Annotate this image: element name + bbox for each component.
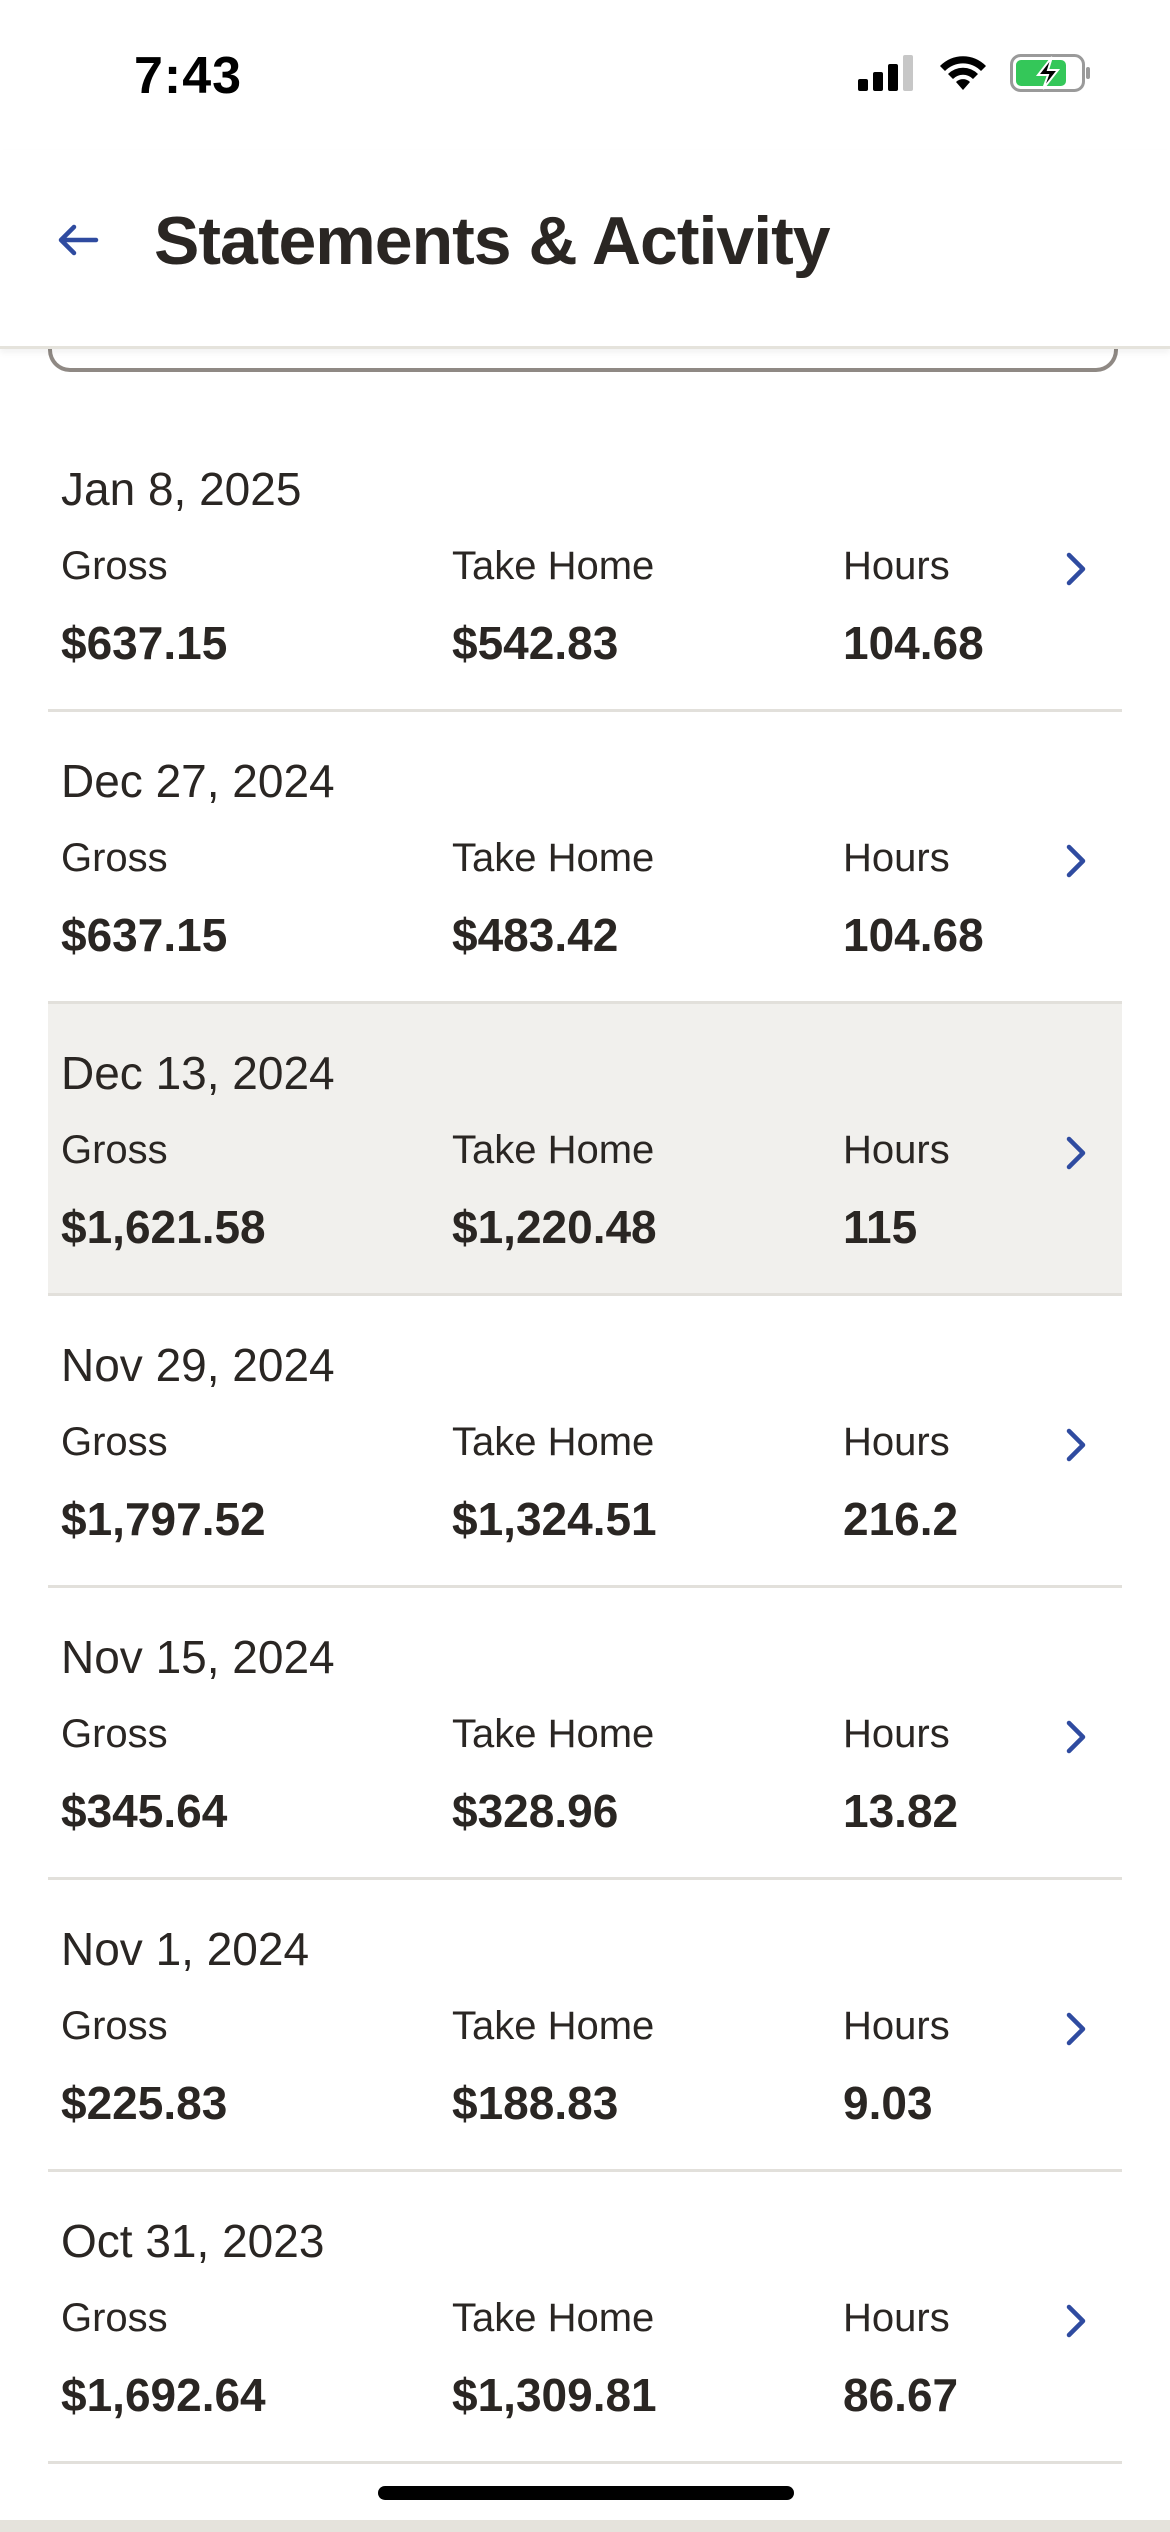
statement-date: Nov 15, 2024 <box>61 1631 335 1683</box>
chevron-right-icon[interactable] <box>1056 544 1096 594</box>
statement-row[interactable]: Nov 15, 2024 Gross Take Home Hours $345.… <box>48 1588 1122 1880</box>
hours-label: Hours <box>843 1420 950 1464</box>
home-indicator[interactable] <box>378 2486 794 2500</box>
take-home-value: $188.83 <box>452 2077 619 2129</box>
chevron-right-icon[interactable] <box>1056 1128 1096 1178</box>
gross-value: $637.15 <box>61 617 228 669</box>
take-home-label: Take Home <box>452 2296 655 2340</box>
gross-label: Gross <box>61 2004 168 2048</box>
hours-value: 104.68 <box>843 909 984 961</box>
status-bar: 7:43 <box>0 0 1170 150</box>
battery-charging-icon <box>1010 54 1090 92</box>
take-home-value: $483.42 <box>452 909 619 961</box>
gross-value: $637.15 <box>61 909 228 961</box>
hours-value: 13.82 <box>843 1785 959 1837</box>
statement-date: Nov 29, 2024 <box>61 1339 335 1391</box>
statement-date: Dec 13, 2024 <box>61 1047 335 1099</box>
hours-value: 86.67 <box>843 2369 959 2421</box>
gross-label: Gross <box>61 1128 168 1172</box>
take-home-value: $1,324.51 <box>452 1493 657 1545</box>
statement-row[interactable]: Nov 29, 2024 Gross Take Home Hours $1,79… <box>48 1296 1122 1588</box>
take-home-value: $328.96 <box>452 1785 619 1837</box>
gross-value: $1,621.58 <box>61 1201 266 1253</box>
hours-label: Hours <box>843 836 950 880</box>
statement-date: Jan 8, 2025 <box>61 463 302 515</box>
take-home-value: $1,220.48 <box>452 1201 657 1253</box>
statement-row[interactable]: Jan 8, 2025 Gross Take Home Hours $637.1… <box>48 420 1122 712</box>
hours-label: Hours <box>843 1712 950 1756</box>
cellular-signal-icon <box>858 55 913 91</box>
statement-date: Nov 1, 2024 <box>61 1923 310 1975</box>
statement-row[interactable]: Nov 1, 2024 Gross Take Home Hours $225.8… <box>48 1880 1122 2172</box>
gross-label: Gross <box>61 836 168 880</box>
hours-value: 115 <box>843 1201 918 1253</box>
back-button[interactable] <box>48 210 108 270</box>
chevron-right-icon[interactable] <box>1056 2296 1096 2346</box>
take-home-value: $542.83 <box>452 617 619 669</box>
statement-date: Oct 31, 2023 <box>61 2215 325 2267</box>
take-home-label: Take Home <box>452 544 655 588</box>
bottom-edge <box>0 2520 1170 2532</box>
hours-value: 216.2 <box>843 1493 959 1545</box>
take-home-value: $1,309.81 <box>452 2369 657 2421</box>
wifi-icon <box>940 56 986 90</box>
hours-label: Hours <box>843 544 950 588</box>
take-home-label: Take Home <box>452 2004 655 2048</box>
hours-label: Hours <box>843 2004 950 2048</box>
gross-label: Gross <box>61 2296 168 2340</box>
status-time: 7:43 <box>134 47 243 105</box>
take-home-label: Take Home <box>452 1420 655 1464</box>
hours-label: Hours <box>843 2296 950 2340</box>
hours-value: 104.68 <box>843 617 984 669</box>
status-icons <box>858 54 1092 92</box>
gross-value: $225.83 <box>61 2077 228 2129</box>
gross-value: $1,797.52 <box>61 1493 266 1545</box>
gross-value: $1,692.64 <box>61 2369 266 2421</box>
hours-value: 9.03 <box>843 2077 933 2129</box>
gross-label: Gross <box>61 1712 168 1756</box>
app-header: Statements & Activity <box>0 150 1170 349</box>
chevron-right-icon[interactable] <box>1056 836 1096 886</box>
arrow-left-icon <box>58 224 99 256</box>
gross-value: $345.64 <box>61 1785 228 1837</box>
take-home-label: Take Home <box>452 1712 655 1756</box>
statement-list: Jan 8, 2025 Gross Take Home Hours $637.1… <box>48 420 1122 2464</box>
hours-label: Hours <box>843 1128 950 1172</box>
statement-row[interactable]: Dec 27, 2024 Gross Take Home Hours $637.… <box>48 712 1122 1004</box>
take-home-label: Take Home <box>452 836 655 880</box>
statement-row-selected[interactable]: Dec 13, 2024 Gross Take Home Hours $1,62… <box>48 1004 1122 1296</box>
page-title: Statements & Activity <box>154 203 831 279</box>
statement-date: Dec 27, 2024 <box>61 755 335 807</box>
gross-label: Gross <box>61 1420 168 1464</box>
chevron-right-icon[interactable] <box>1056 2004 1096 2054</box>
chevron-right-icon[interactable] <box>1056 1420 1096 1470</box>
chevron-right-icon[interactable] <box>1056 1712 1096 1762</box>
gross-label: Gross <box>61 544 168 588</box>
take-home-label: Take Home <box>452 1128 655 1172</box>
statement-row[interactable]: Oct 31, 2023 Gross Take Home Hours $1,69… <box>48 2172 1122 2464</box>
